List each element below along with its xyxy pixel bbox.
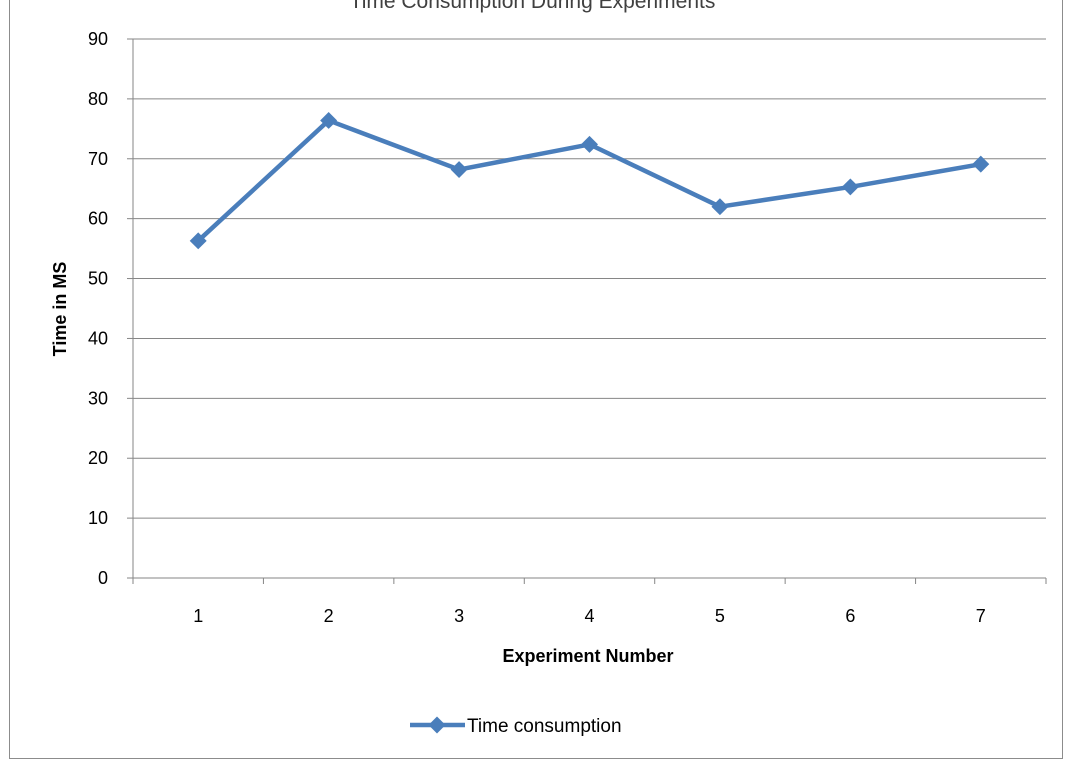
- x-axis-title: Experiment Number: [502, 646, 673, 666]
- x-tick-label-7: 7: [976, 606, 986, 626]
- y-tick-label-50: 50: [88, 269, 108, 289]
- data-point-2: [320, 111, 338, 129]
- legend-label-time-consumption: Time consumption: [467, 716, 622, 737]
- x-tick-label-4: 4: [584, 606, 594, 626]
- data-point-1: [189, 232, 207, 250]
- x-tick-label-1: 1: [193, 606, 203, 626]
- x-tick-label-2: 2: [324, 606, 334, 626]
- y-tick-label-80: 80: [88, 89, 108, 109]
- data-point-7: [972, 155, 990, 173]
- y-tick-labels: 0 10 20 30 40 50 60 70 80 90: [88, 29, 108, 588]
- x-tick-label-3: 3: [454, 606, 464, 626]
- legend: Time consumption: [410, 716, 622, 737]
- data-point-6: [841, 178, 859, 196]
- x-tick-label-5: 5: [715, 606, 725, 626]
- y-tick-label-40: 40: [88, 328, 108, 348]
- y-tick-label-70: 70: [88, 149, 108, 169]
- y-axis-title: Time in MS: [50, 262, 70, 357]
- x-tick-label-6: 6: [845, 606, 855, 626]
- data-point-3: [450, 161, 468, 179]
- series-time-consumption: [189, 111, 990, 250]
- data-point-5: [711, 198, 729, 216]
- chart-area: [9, 0, 1063, 759]
- y-tick-label-30: 30: [88, 388, 108, 408]
- y-tick-label-90: 90: [88, 29, 108, 49]
- data-point-4: [581, 135, 598, 153]
- y-tick-label-10: 10: [88, 508, 108, 528]
- y-tick-label-20: 20: [88, 448, 108, 468]
- legend-diamond-marker: [428, 716, 446, 734]
- axes: [127, 38, 1047, 584]
- x-tick-labels: 1 2 3 4 5 6 7: [193, 606, 986, 626]
- gridlines: [133, 38, 1046, 519]
- chart-title: Time Consumption During Experiments: [349, 0, 716, 13]
- y-tick-label-0: 0: [98, 568, 108, 588]
- y-tick-label-60: 60: [88, 209, 108, 229]
